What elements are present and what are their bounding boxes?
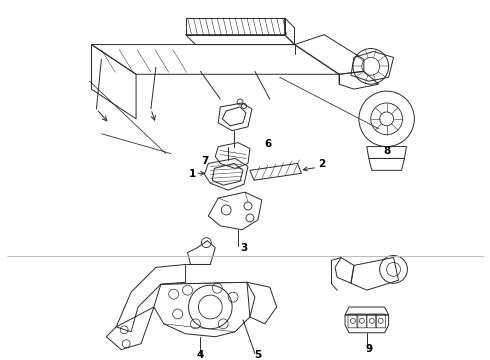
Text: 2: 2 xyxy=(318,159,325,170)
Text: 8: 8 xyxy=(383,145,390,156)
Text: 4: 4 xyxy=(197,350,204,360)
Text: 5: 5 xyxy=(254,350,262,360)
Text: 6: 6 xyxy=(264,139,271,149)
Text: 3: 3 xyxy=(241,243,247,253)
Text: 9: 9 xyxy=(365,343,372,354)
Text: 7: 7 xyxy=(202,157,209,166)
Text: 1: 1 xyxy=(189,169,196,179)
